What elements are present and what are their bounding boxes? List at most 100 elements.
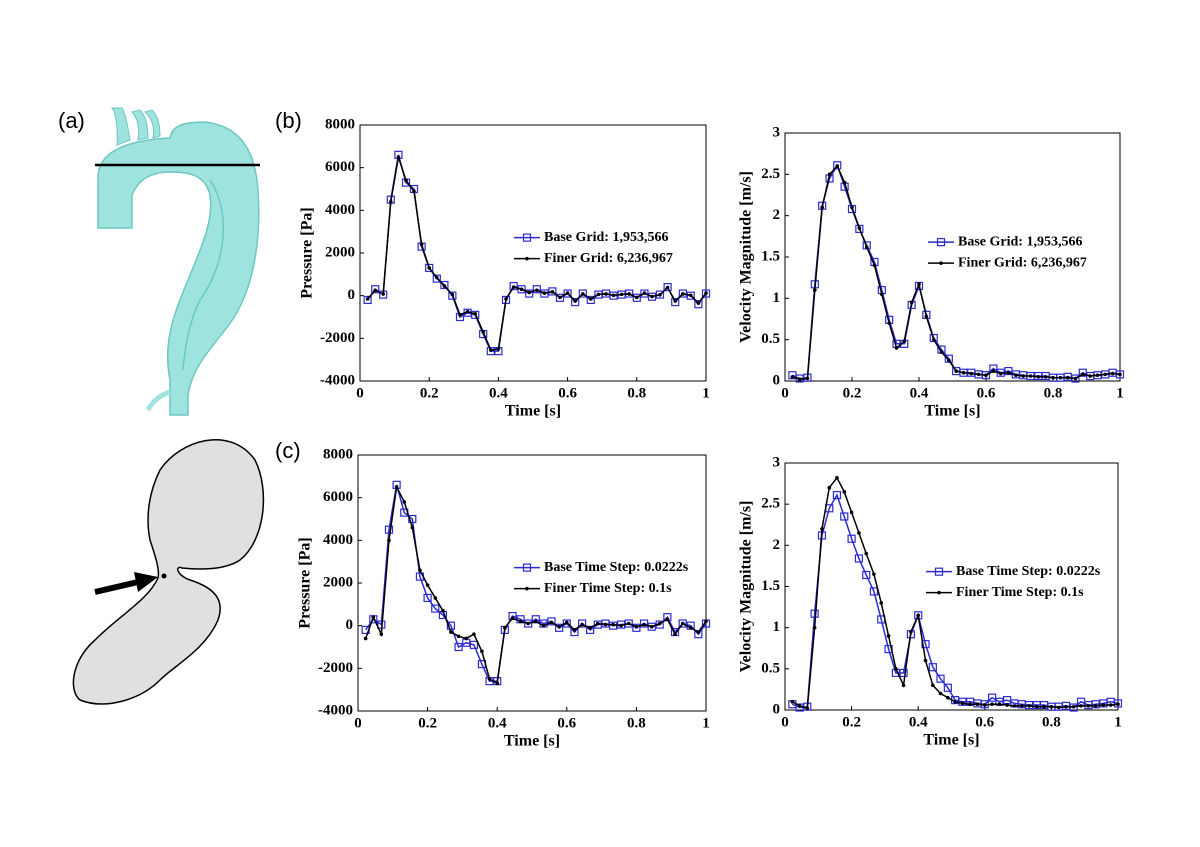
marker — [454, 642, 463, 652]
marker — [658, 293, 662, 297]
marker — [869, 587, 879, 596]
marker — [855, 224, 864, 233]
marker — [1093, 704, 1098, 708]
y-tick-label: 2 — [773, 537, 781, 553]
y-tick-label: -2000 — [320, 330, 355, 346]
marker — [990, 702, 994, 707]
marker — [394, 485, 399, 489]
x-axis-label: Time [s] — [924, 403, 980, 420]
x-tick-label: 1 — [1116, 385, 1124, 401]
marker — [1024, 700, 1034, 710]
marker — [854, 554, 864, 563]
marker — [864, 551, 869, 556]
marker — [580, 622, 584, 627]
marker — [581, 292, 585, 296]
marker — [681, 292, 685, 296]
marker — [1113, 699, 1123, 708]
marker — [857, 531, 861, 535]
marker — [596, 292, 601, 297]
x-axis-label: Time [s] — [504, 733, 560, 750]
marker — [694, 300, 703, 309]
marker — [929, 333, 938, 343]
marker — [657, 621, 662, 626]
x-tick-label: 1 — [1114, 714, 1122, 730]
marker — [381, 292, 385, 296]
marker — [425, 263, 434, 273]
marker — [458, 313, 462, 317]
marker — [847, 534, 856, 543]
marker — [1021, 374, 1025, 378]
marker — [524, 619, 533, 628]
marker — [388, 200, 393, 204]
marker — [1034, 704, 1039, 709]
marker — [511, 285, 516, 289]
marker — [410, 525, 415, 530]
marker — [472, 632, 476, 636]
marker — [1091, 700, 1100, 709]
x-tick-label: 0.8 — [627, 385, 646, 401]
marker — [820, 205, 824, 210]
marker — [1065, 375, 1070, 380]
marker — [991, 369, 996, 373]
marker — [571, 297, 580, 307]
y-tick-label: 2000 — [323, 574, 353, 590]
marker — [931, 683, 935, 688]
marker — [827, 172, 832, 177]
panel-label: (a) — [58, 108, 85, 133]
marker — [611, 622, 615, 627]
marker — [938, 691, 943, 696]
legend-label: Base Grid: 1,953,566 — [958, 234, 1082, 249]
marker — [958, 697, 967, 706]
marker — [797, 377, 802, 382]
x-tick-label: 0.8 — [627, 715, 646, 731]
y-tick-label: 0 — [773, 372, 781, 388]
marker — [433, 596, 438, 600]
x-tick-label: 0.4 — [909, 714, 928, 730]
marker — [880, 292, 884, 297]
x-tick-label: 0 — [781, 385, 789, 401]
marker — [1061, 701, 1071, 710]
legend-marker — [522, 563, 532, 572]
marker — [449, 630, 453, 634]
marker — [578, 289, 587, 298]
x-tick-label: 0.6 — [557, 715, 576, 731]
y-tick-label: 0 — [346, 617, 354, 633]
y-tick-label: 2.5 — [761, 166, 780, 182]
legend-label: Finer Time Step: 0.1s — [544, 581, 672, 596]
marker — [790, 375, 795, 379]
marker — [696, 301, 701, 305]
marker — [632, 293, 641, 302]
y-axis-label: Velocity Magnitude [m/s] — [738, 171, 755, 343]
marker — [517, 285, 526, 294]
x-tick-label: 0.6 — [975, 714, 994, 730]
marker — [384, 525, 394, 534]
y-tick-label: 4000 — [325, 202, 355, 218]
marker — [810, 609, 819, 618]
marker — [797, 704, 802, 708]
marker — [619, 623, 623, 628]
marker — [635, 295, 639, 300]
marker — [1043, 375, 1048, 379]
marker — [371, 285, 380, 294]
marker — [465, 309, 470, 314]
marker — [1042, 704, 1046, 709]
y-tick-label: 1 — [773, 290, 781, 306]
legend-label: Finer Grid: 6,236,967 — [544, 251, 673, 266]
marker — [1116, 702, 1120, 707]
marker — [887, 321, 891, 325]
marker — [481, 330, 485, 334]
x-tick-label: 1 — [702, 715, 710, 731]
marker — [1056, 705, 1061, 710]
marker — [835, 164, 840, 168]
marker — [640, 289, 649, 298]
marker — [441, 608, 445, 613]
marker — [1006, 370, 1011, 375]
marker — [548, 287, 557, 296]
marker — [857, 226, 862, 230]
marker — [595, 621, 600, 626]
legend-marker — [937, 590, 941, 595]
aorta-illustration — [95, 107, 260, 416]
legend-marker — [934, 567, 944, 576]
marker — [688, 626, 693, 630]
